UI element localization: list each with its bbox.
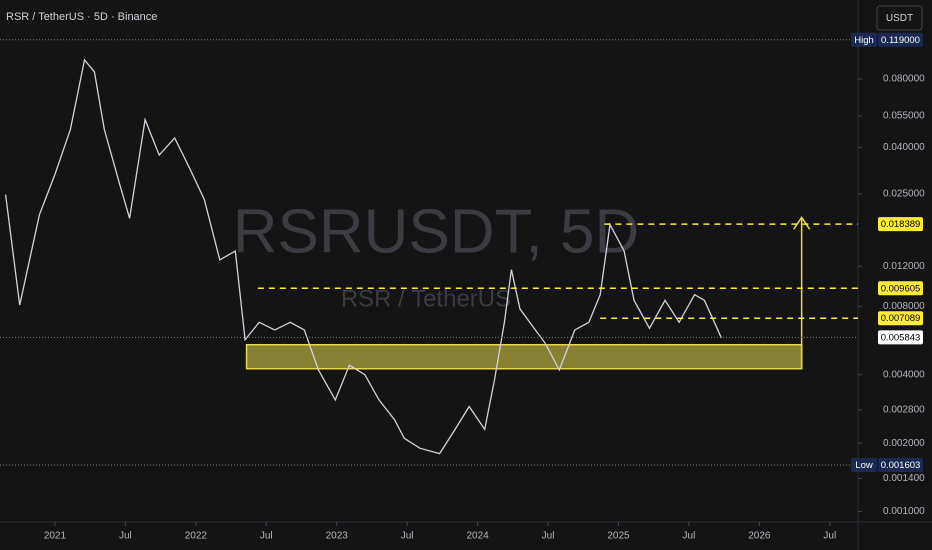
y-tick-label: 0.001000 <box>883 506 925 517</box>
x-tick-label: Jul <box>119 531 132 542</box>
x-tick-label: 2024 <box>466 531 489 542</box>
symbol-title: RSR / TetherUS · 5D · Binance <box>6 11 157 23</box>
price-badge-label: 0.009605 <box>881 283 921 294</box>
y-tick-label: 0.012000 <box>883 261 925 272</box>
x-tick-label: Jul <box>401 531 414 542</box>
support-zone <box>245 343 803 370</box>
y-tick-label: 0.008000 <box>883 301 925 312</box>
x-tick-label: Jul <box>542 531 555 542</box>
arrow-head <box>793 215 811 230</box>
price-badge-label: 0.007089 <box>881 313 921 324</box>
price-badge <box>878 217 923 232</box>
x-tick-label: Jul <box>823 531 836 542</box>
y-tick-label: 0.001400 <box>883 473 925 484</box>
x-tick-label: 2023 <box>326 531 349 542</box>
x-tick-label: Jul <box>260 531 273 542</box>
price-badge <box>878 311 923 326</box>
price-badge-label: 0.001603 <box>881 460 921 471</box>
y-tick-label: 0.004000 <box>883 369 925 380</box>
watermark: RSRUSDT, 5D <box>233 197 640 266</box>
x-tick-label: 2025 <box>607 531 630 542</box>
watermark-subtitle: RSR / TetherUS <box>341 285 511 312</box>
y-tick-label: 0.055000 <box>883 111 925 122</box>
y-tick-label: 0.002800 <box>883 405 925 416</box>
price-badge <box>878 32 923 47</box>
price-badge-label: 0.119000 <box>881 35 920 46</box>
price-badge <box>878 281 923 296</box>
price-line <box>4 58 722 455</box>
price-badge-label: 0.018389 <box>881 219 921 230</box>
y-tick-label: 0.002000 <box>883 438 925 449</box>
currency-button[interactable] <box>876 5 923 31</box>
x-tick-label: Jul <box>683 531 696 542</box>
price-badge <box>878 458 923 473</box>
price-badge-label: 0.005843 <box>881 332 921 343</box>
tag-badge <box>851 458 877 473</box>
y-tick-label: 0.080000 <box>883 74 925 85</box>
x-tick-label: 2022 <box>185 531 208 542</box>
currency-label[interactable]: USDT <box>886 13 913 24</box>
tag-badge <box>851 32 877 47</box>
y-tick-label: 0.040000 <box>883 142 925 153</box>
y-tick-label: 0.025000 <box>883 188 925 199</box>
tag-label: Low <box>855 460 873 471</box>
tag-label: High <box>854 35 874 46</box>
price-badge <box>878 330 923 345</box>
x-tick-label: 2021 <box>44 531 67 542</box>
x-tick-label: 2026 <box>748 531 771 542</box>
